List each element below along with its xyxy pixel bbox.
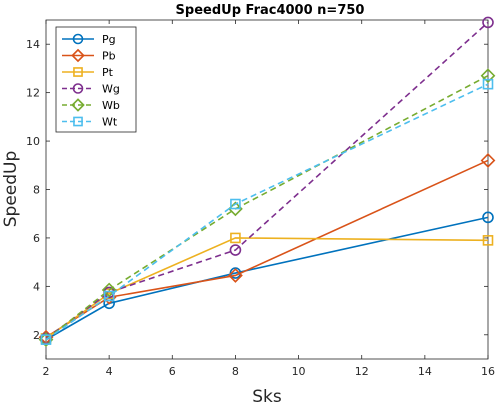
- data-point-wt-0: [40, 334, 52, 345]
- legend-marker-wg: [72, 83, 84, 94]
- legend-label-wg: Wg: [102, 83, 120, 96]
- data-point-wb-1: [101, 282, 117, 298]
- legend-marker-pg: [72, 33, 84, 45]
- x-tick-label-1: 4: [106, 365, 113, 378]
- legend-label-pb: Pb: [102, 50, 116, 63]
- data-point-wb-3: [480, 68, 496, 84]
- y-axis-title: SpeedUp: [1, 151, 21, 228]
- legend-marker-wb: [71, 98, 85, 112]
- data-point-wg-2: [229, 244, 242, 256]
- data-point-pb-3: [480, 153, 496, 168]
- data-point-pt-3: [482, 235, 494, 246]
- data-point-wt-1: [103, 290, 115, 302]
- x-tick-label-7: 16: [481, 365, 495, 378]
- y-tick-label-1: 4: [33, 280, 40, 293]
- series-line-pg: [45, 216, 489, 341]
- x-tick-label-5: 12: [355, 365, 369, 378]
- x-axis-title: Sks: [252, 387, 282, 404]
- legend-label-pt: Pt: [102, 66, 114, 79]
- x-tick-label-4: 10: [292, 365, 306, 378]
- data-point-wg-3: [482, 16, 494, 29]
- y-tick-label-6: 14: [26, 38, 40, 51]
- y-tick-label-0: 2: [33, 329, 40, 342]
- legend-marker-pb: [71, 48, 85, 63]
- y-tick-label-2: 6: [33, 232, 40, 245]
- legend-marker-wt: [73, 116, 83, 127]
- x-tick-label-3: 8: [232, 365, 239, 378]
- legend: Pg Pb Pt Wg Wb Wt: [55, 26, 137, 133]
- x-tick-label-0: 2: [43, 365, 50, 378]
- series-line-pb: [45, 159, 489, 338]
- data-point-pb-2: [228, 268, 243, 283]
- legend-label-wt: Wt: [102, 116, 118, 129]
- x-tick-label-6: 14: [418, 365, 432, 378]
- data-point-pg-3: [482, 211, 494, 224]
- chart-title: SpeedUp Frac4000 n=750: [176, 3, 365, 18]
- legend-box: [55, 26, 137, 133]
- legend-marker-pt: [73, 67, 83, 77]
- series-line-wg: [45, 21, 489, 340]
- legend-label-wb: Wb: [102, 99, 120, 112]
- plot-area: 2 4 6 8 10 12 14 16 2 4 6 8 10 12 14: [26, 16, 496, 378]
- x-tick-label-2: 6: [169, 365, 176, 378]
- series-wt: [40, 78, 494, 345]
- data-point-wt-2: [230, 198, 241, 210]
- y-tick-label-3: 8: [33, 184, 40, 197]
- data-point-pt-2: [230, 232, 241, 244]
- series-line-wt: [45, 83, 489, 341]
- series-line-pt: [45, 237, 489, 340]
- y-tick-label-5: 12: [26, 87, 40, 100]
- y-tick-label-4: 10: [26, 135, 40, 148]
- data-point-wt-3: [482, 78, 494, 90]
- legend-label-pg: Pg: [102, 33, 116, 46]
